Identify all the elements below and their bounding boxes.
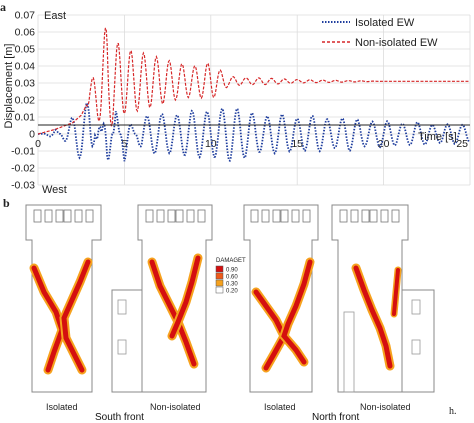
y-tick-labels: 0.07 0.06 0.05 0.04 0.03 0.02 0.01 0 -0.01 -0.02 -… xyxy=(11,10,35,192)
direction-east-label: East xyxy=(44,10,66,22)
caption-north-isolated: Isolated xyxy=(264,402,296,412)
crack-band xyxy=(149,259,197,367)
damage-legend-swatch xyxy=(215,265,224,273)
facade-outline xyxy=(243,204,319,393)
y-tick-label: 0.06 xyxy=(15,27,36,39)
south-non-isolated-facade xyxy=(111,204,213,393)
damage-legend-title: DAMAGET xyxy=(216,258,246,264)
caption-south-isolated: Isolated xyxy=(46,402,78,412)
crack-band xyxy=(281,259,313,365)
x-tick-label: 20 xyxy=(378,138,390,150)
x-axis-label: Time [s] xyxy=(418,131,457,143)
legend-label-isolated: Isolated EW xyxy=(355,17,415,29)
facade-outline xyxy=(137,204,213,393)
x-tick-label: 15 xyxy=(291,138,303,150)
panel-a-label: a xyxy=(0,0,6,14)
caption-north-front: North front xyxy=(312,412,360,423)
y-tick-label: 0.05 xyxy=(15,44,36,56)
x-tick-label: 25 xyxy=(456,138,468,150)
crack-band xyxy=(253,289,287,371)
caption-north-non-isolated: Non-isolated xyxy=(360,402,411,412)
crack-band xyxy=(31,265,65,373)
y-tick-label: 0.02 xyxy=(15,95,36,107)
crack-band xyxy=(392,268,400,316)
y-tick-label: 0 xyxy=(29,129,35,141)
y-axis-label: Displacement [m] xyxy=(3,44,15,129)
y-tick-label: -0.01 xyxy=(11,146,35,158)
north-isolated-facade xyxy=(243,204,319,393)
y-tick-label: -0.03 xyxy=(11,180,35,192)
south-isolated-facade xyxy=(25,204,102,393)
crack-band xyxy=(61,259,91,373)
damage-legend: DAMAGET 0.900.600.300.20 xyxy=(215,258,246,295)
x-tick-label: 10 xyxy=(205,138,217,150)
damage-legend-label: 0.30 xyxy=(226,282,238,288)
panel-b-label: b xyxy=(3,196,10,210)
x-tick-label: 5 xyxy=(121,138,127,150)
crack-band xyxy=(169,255,201,339)
damage-legend-swatch xyxy=(215,279,224,287)
y-tick-label: -0.02 xyxy=(11,163,35,175)
direction-west-label: West xyxy=(42,184,67,196)
crack-band xyxy=(353,265,393,369)
north-non-isolated-facade xyxy=(331,204,435,393)
side-wing xyxy=(111,289,143,393)
x-tick-labels: 0 5 10 15 20 25 xyxy=(35,138,468,150)
chart-series xyxy=(37,27,470,163)
x-tick-label: 0 xyxy=(35,138,41,150)
facade-outline xyxy=(25,204,102,393)
side-wing xyxy=(401,289,435,393)
caption-south-front: South front xyxy=(95,412,144,423)
y-tick-label: 0.04 xyxy=(15,61,36,73)
series-line-non-isolated xyxy=(37,27,470,135)
damage-legend-label: 0.90 xyxy=(226,268,238,274)
y-tick-label: 0.01 xyxy=(15,112,36,124)
caption-south-non-isolated: Non-isolated xyxy=(150,402,201,412)
corner-mark: h. xyxy=(449,406,457,417)
chart-legend: Isolated EW Non-isolated EW xyxy=(322,17,438,49)
damage-legend-label: 0.20 xyxy=(226,289,238,295)
damage-legend-label: 0.60 xyxy=(226,275,238,281)
legend-label-non-isolated: Non-isolated EW xyxy=(355,37,438,49)
damage-legend-swatch xyxy=(215,272,224,280)
y-tick-label: 0.07 xyxy=(15,10,36,22)
damage-legend-swatch xyxy=(215,286,224,294)
series-line-isolated xyxy=(38,101,470,163)
y-tick-label: 0.03 xyxy=(15,78,36,90)
displacement-chart: 0.070.060.050.040.030.020.010-0.01-0.02-… xyxy=(3,10,471,196)
